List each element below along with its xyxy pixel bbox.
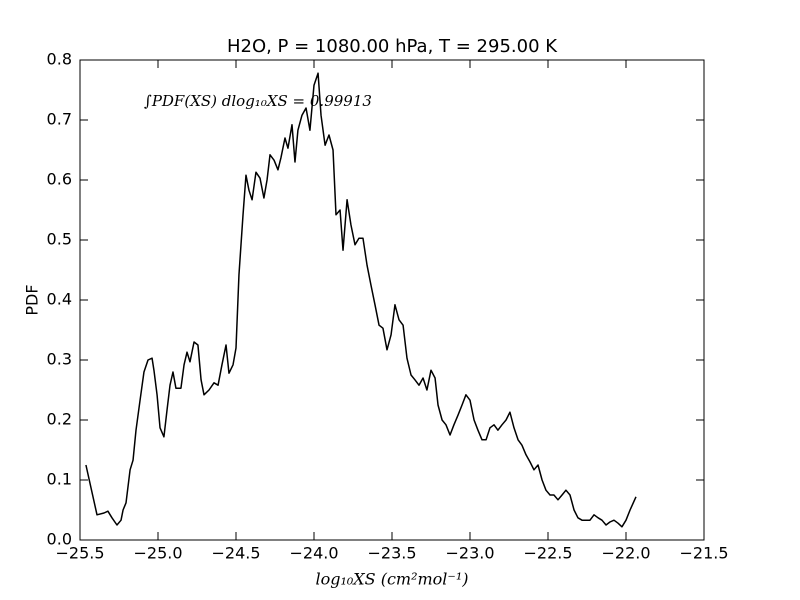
y-tick-label: 0.0 bbox=[47, 530, 72, 549]
chart-title: H2O, P = 1080.00 hPa, T = 295.00 K bbox=[227, 36, 558, 57]
y-tick-label: 0.4 bbox=[47, 290, 72, 309]
y-tick-label: 0.3 bbox=[47, 350, 72, 369]
y-tick-label: 0.2 bbox=[47, 410, 72, 429]
x-tick-label: −23.5 bbox=[367, 544, 416, 563]
x-axis-label: log₁₀XS (cm²mol⁻¹) bbox=[315, 570, 468, 589]
y-tick-label: 0.6 bbox=[47, 170, 72, 189]
x-tick-label: −24.5 bbox=[211, 544, 260, 563]
x-tick-label: −22.5 bbox=[523, 544, 572, 563]
data-line bbox=[85, 72, 637, 528]
y-axis-label: PDF bbox=[23, 284, 42, 315]
y-tick-label: 0.8 bbox=[47, 50, 72, 69]
x-tick-label: −25.5 bbox=[55, 544, 104, 563]
x-tick-label: −21.5 bbox=[679, 544, 728, 563]
x-tick-label: −22.0 bbox=[601, 544, 650, 563]
y-tick-label: 0.5 bbox=[47, 230, 72, 249]
annotation: ∫PDF(XS) dlog₁₀XS = 0.99913 bbox=[144, 92, 372, 110]
x-tick-label: −24.0 bbox=[289, 544, 338, 563]
y-tick-label: 0.7 bbox=[47, 110, 72, 129]
x-tick-label: −25.0 bbox=[133, 544, 182, 563]
plot-frame bbox=[79, 59, 705, 541]
x-tick-label: −23.0 bbox=[445, 544, 494, 563]
y-tick-label: 0.1 bbox=[47, 470, 72, 489]
